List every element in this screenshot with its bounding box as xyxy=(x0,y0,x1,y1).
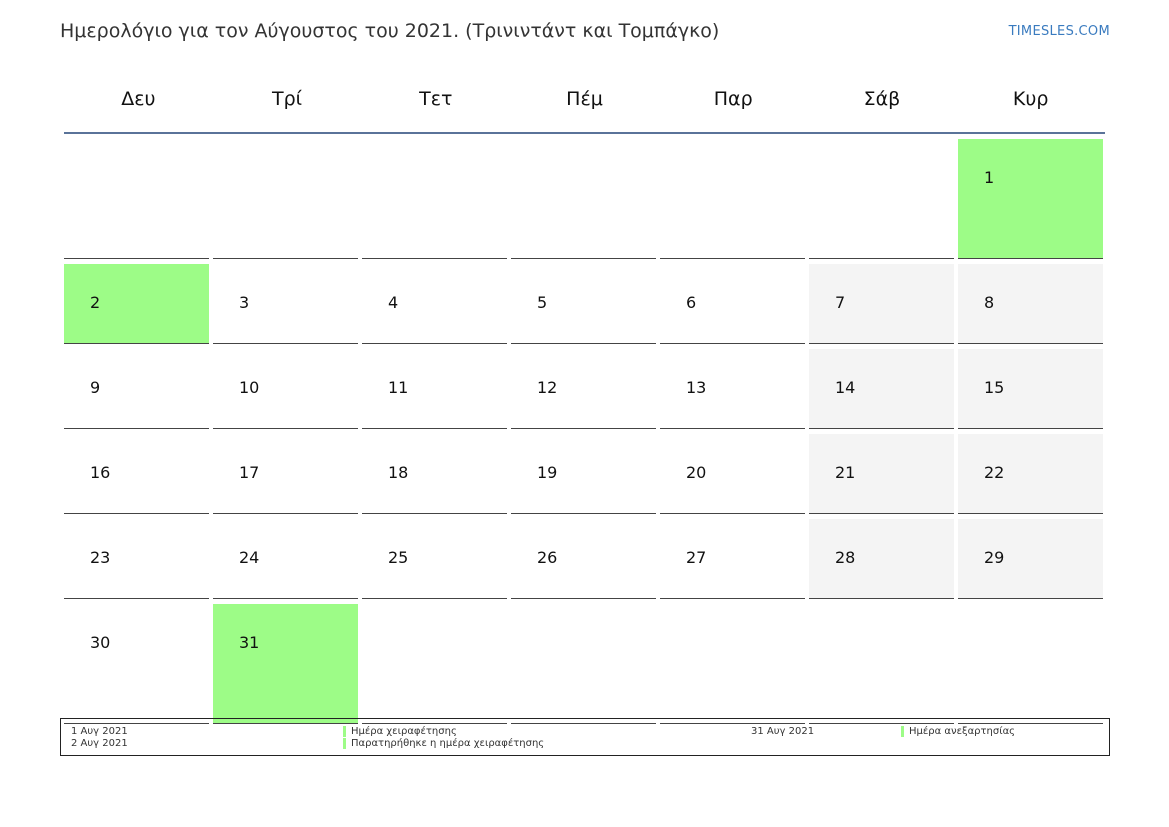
legend-date: 2 Αυγ 2021 xyxy=(71,738,128,749)
calendar-day-cell[interactable]: 14 xyxy=(809,349,954,429)
weekday-fri: Παρ xyxy=(713,88,753,110)
day-number: 29 xyxy=(984,548,1005,567)
calendar-holiday-cell[interactable]: 1 xyxy=(958,139,1103,259)
day-number: 21 xyxy=(835,463,856,482)
day-number: 17 xyxy=(239,463,260,482)
day-number: 20 xyxy=(686,463,707,482)
calendar-day-cell[interactable]: 21 xyxy=(809,434,954,514)
day-number: 15 xyxy=(984,378,1005,397)
calendar-day-cell[interactable]: 3 xyxy=(213,264,358,344)
calendar-day-cell[interactable]: 26 xyxy=(511,519,656,599)
day-number: 9 xyxy=(90,378,101,397)
calendar-day-cell[interactable]: 11 xyxy=(362,349,507,429)
calendar-empty-cell xyxy=(958,604,1103,724)
legend-date: 1 Αυγ 2021 xyxy=(71,726,128,737)
day-number: 10 xyxy=(239,378,260,397)
day-number: 5 xyxy=(537,293,548,312)
calendar-grid: 1 2 3 4 5 6 7 8 9 10 11 12 13 14 15 16 17 18 19 20 21 22 23 24 2… xyxy=(64,139,1109,724)
weekday-thu: Πέμ xyxy=(566,88,603,110)
day-number: 7 xyxy=(835,293,846,312)
calendar-day-cell[interactable]: 9 xyxy=(64,349,209,429)
legend-date: 31 Αυγ 2021 xyxy=(751,726,815,737)
calendar-day-cell[interactable]: 10 xyxy=(213,349,358,429)
day-number: 4 xyxy=(388,293,399,312)
calendar-day-cell[interactable]: 30 xyxy=(64,604,209,724)
calendar-holiday-cell[interactable]: 31 xyxy=(213,604,358,724)
weekday-sat: Σάβ xyxy=(863,88,901,110)
day-number: 3 xyxy=(239,293,250,312)
calendar-day-cell[interactable]: 24 xyxy=(213,519,358,599)
day-number: 18 xyxy=(388,463,409,482)
weekday-mon: Δευ xyxy=(121,88,156,110)
day-number: 31 xyxy=(239,633,260,652)
holiday-legend: 1 Αυγ 2021 Ημέρα χειραφέτησης 2 Αυγ 2021… xyxy=(60,718,1110,756)
day-number: 6 xyxy=(686,293,697,312)
legend-holiday-name: Ημέρα χειραφέτησης xyxy=(351,726,457,737)
calendar-empty-cell xyxy=(511,139,656,259)
calendar-day-cell[interactable]: 20 xyxy=(660,434,805,514)
calendar-day-cell[interactable]: 8 xyxy=(958,264,1103,344)
day-number: 25 xyxy=(388,548,409,567)
day-number: 14 xyxy=(835,378,856,397)
calendar-empty-cell xyxy=(64,139,209,259)
calendar-day-cell[interactable]: 4 xyxy=(362,264,507,344)
brand-link[interactable]: TIMESLES.COM xyxy=(1008,24,1110,39)
calendar-day-cell[interactable]: 7 xyxy=(809,264,954,344)
calendar-day-cell[interactable]: 12 xyxy=(511,349,656,429)
day-number: 2 xyxy=(90,293,101,312)
weekday-tue: Τρί xyxy=(272,88,303,110)
day-number: 13 xyxy=(686,378,707,397)
day-number: 19 xyxy=(537,463,558,482)
calendar-empty-cell xyxy=(809,604,954,724)
calendar-day-cell[interactable]: 29 xyxy=(958,519,1103,599)
holiday-color-swatch xyxy=(343,726,346,737)
day-number: 27 xyxy=(686,548,707,567)
day-number: 1 xyxy=(984,168,995,187)
calendar-day-cell[interactable]: 5 xyxy=(511,264,656,344)
calendar-empty-cell xyxy=(660,604,805,724)
day-number: 8 xyxy=(984,293,995,312)
day-number: 22 xyxy=(984,463,1005,482)
calendar-day-cell[interactable]: 18 xyxy=(362,434,507,514)
legend-holiday-name: Παρατηρήθηκε η ημέρα χειραφέτησης xyxy=(351,738,545,749)
calendar-day-cell[interactable]: 13 xyxy=(660,349,805,429)
weekday-sun: Κυρ xyxy=(1012,88,1049,110)
day-number: 26 xyxy=(537,548,558,567)
holiday-color-swatch xyxy=(901,726,904,737)
calendar-day-cell[interactable]: 22 xyxy=(958,434,1103,514)
day-number: 24 xyxy=(239,548,260,567)
calendar-empty-cell xyxy=(362,139,507,259)
calendar-empty-cell xyxy=(660,139,805,259)
calendar-day-cell[interactable]: 27 xyxy=(660,519,805,599)
day-number: 11 xyxy=(388,378,409,397)
calendar-day-cell[interactable]: 23 xyxy=(64,519,209,599)
day-number: 16 xyxy=(90,463,111,482)
calendar-empty-cell xyxy=(809,139,954,259)
calendar-day-cell[interactable]: 28 xyxy=(809,519,954,599)
day-number: 23 xyxy=(90,548,111,567)
calendar-day-cell[interactable]: 15 xyxy=(958,349,1103,429)
legend-holiday-name: Ημέρα ανεξαρτησίας xyxy=(909,726,1016,737)
day-number: 12 xyxy=(537,378,558,397)
calendar-day-cell[interactable]: 19 xyxy=(511,434,656,514)
weekday-wed: Τετ xyxy=(419,88,453,110)
calendar-day-cell[interactable]: 25 xyxy=(362,519,507,599)
holiday-color-swatch xyxy=(343,738,346,749)
calendar-holiday-cell[interactable]: 2 xyxy=(64,264,209,344)
day-number: 28 xyxy=(835,548,856,567)
page-title: Ημερολόγιο για τον Αύγουστος του 2021. (… xyxy=(60,20,720,42)
calendar-empty-cell xyxy=(511,604,656,724)
weekday-header: Δευ Τρί Τετ Πέμ Παρ Σάβ Κυρ xyxy=(64,80,1105,134)
calendar-empty-cell xyxy=(362,604,507,724)
day-number: 30 xyxy=(90,633,111,652)
calendar-day-cell[interactable]: 16 xyxy=(64,434,209,514)
calendar-day-cell[interactable]: 17 xyxy=(213,434,358,514)
calendar-day-cell[interactable]: 6 xyxy=(660,264,805,344)
calendar-empty-cell xyxy=(213,139,358,259)
